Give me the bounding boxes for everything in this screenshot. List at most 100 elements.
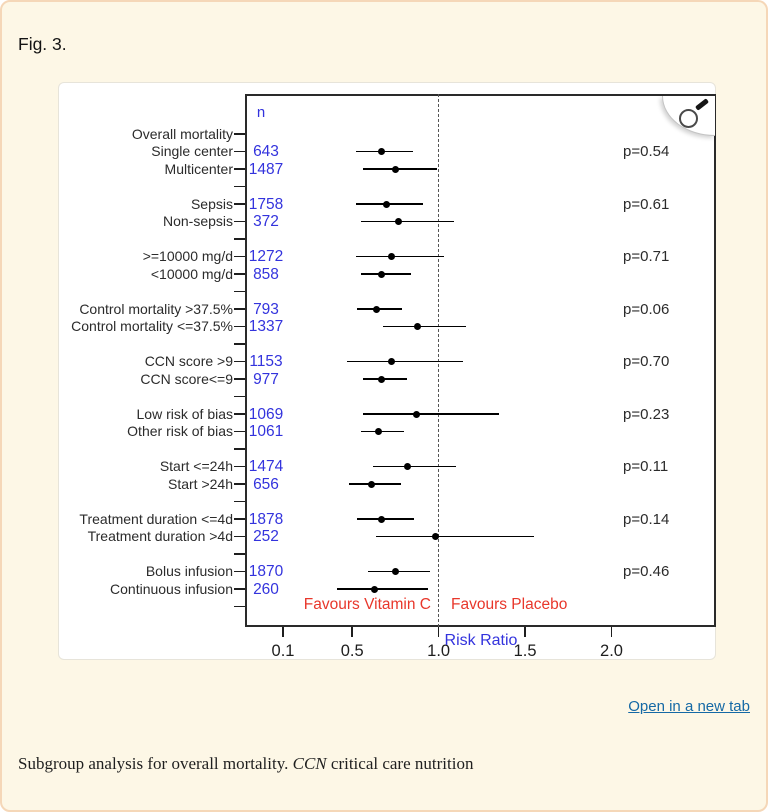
row-axis-tick — [234, 220, 245, 223]
point-estimate — [378, 148, 386, 155]
row-p-value: p=0.23 — [623, 405, 670, 423]
row-label: CCN score<=9 — [140, 370, 233, 387]
row-n-value: 252 — [253, 528, 279, 545]
row-label: Control mortality <=37.5% — [71, 318, 233, 334]
row-n-value: 1272 — [248, 248, 284, 265]
row-p-value: p=0.54 — [623, 143, 670, 160]
row-n-value: 260 — [253, 580, 279, 598]
point-estimate — [388, 358, 396, 365]
point-estimate — [412, 410, 420, 418]
row-axis-tick — [234, 255, 245, 258]
row-axis-tick — [234, 605, 245, 608]
row-p-value: p=0.61 — [623, 195, 670, 213]
ci-line — [346, 360, 463, 363]
point-estimate — [403, 463, 411, 470]
row-axis-tick — [234, 588, 245, 590]
row-label: Non-sepsis — [162, 213, 233, 229]
x-axis-tick — [437, 627, 440, 637]
row-p-value: p=0.14 — [623, 510, 670, 528]
row-p-value: p=0.11 — [623, 458, 669, 475]
ci-line — [360, 430, 405, 433]
ci-line — [383, 325, 467, 328]
row-axis-tick — [234, 465, 245, 468]
row-axis-tick — [234, 133, 245, 135]
row-label: Treatment duration <=4d — [79, 510, 233, 527]
row-n-value: 1061 — [248, 423, 284, 440]
row-label: Low risk of bias — [136, 405, 233, 422]
row-axis-tick — [234, 430, 245, 433]
point-estimate — [383, 200, 391, 208]
figure-number: Fig. 3. — [18, 34, 67, 54]
point-estimate — [391, 165, 399, 173]
forest-plot: n Overall mortality Single center 643 p=0.54… — [59, 83, 716, 660]
row-axis-tick — [234, 360, 245, 363]
row-n-value: 1474 — [248, 458, 284, 475]
row-label: CCN score >9 — [144, 353, 233, 369]
row-label: Control mortality >37.5% — [79, 300, 233, 317]
row-label: Bolus infusion — [145, 563, 233, 579]
figure-caption: Subgroup analysis for overall mortality.… — [18, 754, 738, 774]
ci-line — [372, 465, 456, 468]
x-axis-title: Risk Ratio — [444, 632, 518, 649]
row-label: Overall mortality — [131, 125, 233, 142]
x-tick-label: 0.1 — [271, 642, 295, 660]
row-p-value: p=0.70 — [623, 353, 670, 370]
favours-right-label: Favours Placebo — [451, 596, 568, 613]
row-n-value: 793 — [253, 300, 279, 318]
row-axis-tick — [234, 378, 245, 380]
plot-frame — [245, 94, 716, 627]
row-axis-tick — [234, 168, 245, 170]
row-label: Other risk of bias — [127, 423, 233, 439]
row-axis-tick — [234, 290, 245, 293]
point-estimate — [367, 480, 375, 488]
row-n-value: 1153 — [249, 353, 283, 370]
magnifier-handle-icon — [694, 98, 710, 111]
ci-line — [360, 220, 455, 223]
ci-line — [362, 168, 437, 170]
row-n-value: 1487 — [248, 160, 284, 178]
row-axis-tick — [234, 413, 245, 415]
point-estimate — [378, 375, 386, 383]
row-axis-tick — [234, 273, 245, 275]
row-n-value: 1337 — [248, 318, 284, 335]
row-n-value: 858 — [253, 265, 279, 283]
caption-abbr: CCN — [292, 754, 327, 773]
point-estimate — [374, 428, 382, 435]
row-label: Continuous infusion — [110, 580, 233, 597]
row-axis-tick — [234, 448, 245, 450]
row-n-value: 1870 — [248, 563, 284, 580]
row-n-value: 656 — [253, 475, 279, 493]
row-axis-tick — [234, 203, 245, 205]
reference-line — [437, 94, 439, 627]
row-label: Treatment duration >4d — [87, 528, 233, 544]
x-tick-label: 1.0 — [427, 642, 451, 660]
row-axis-tick — [234, 483, 245, 485]
row-axis-tick — [234, 395, 245, 398]
row-label: Sepsis — [190, 195, 233, 212]
point-estimate — [371, 585, 379, 593]
row-axis-tick — [234, 325, 245, 328]
point-estimate — [378, 515, 386, 523]
row-p-value: p=0.46 — [623, 563, 670, 580]
x-axis-tick — [524, 627, 526, 637]
caption-text-suffix: critical care nutrition — [326, 754, 474, 773]
row-axis-tick — [234, 238, 245, 240]
row-n-value: 977 — [253, 370, 279, 388]
favours-left-label: Favours Vitamin C — [303, 596, 431, 613]
x-tick-label: 0.5 — [340, 642, 364, 660]
ci-line — [355, 255, 444, 258]
row-label: Multicenter — [164, 160, 233, 177]
row-axis-tick — [234, 185, 245, 188]
row-label: >=10000 mg/d — [142, 248, 233, 264]
open-in-new-tab-link[interactable]: Open in a new tab — [628, 698, 750, 715]
point-estimate — [395, 218, 403, 225]
x-axis-tick — [282, 627, 284, 637]
row-axis-tick — [234, 535, 245, 538]
x-axis-tick — [351, 627, 353, 637]
x-tick-label: 2.0 — [600, 642, 623, 660]
row-n-value: 1878 — [248, 510, 284, 528]
row-label: Start <=24h — [159, 458, 233, 474]
figure-panel: n Overall mortality Single center 643 p=0.54… — [58, 82, 716, 660]
point-estimate — [388, 253, 396, 260]
